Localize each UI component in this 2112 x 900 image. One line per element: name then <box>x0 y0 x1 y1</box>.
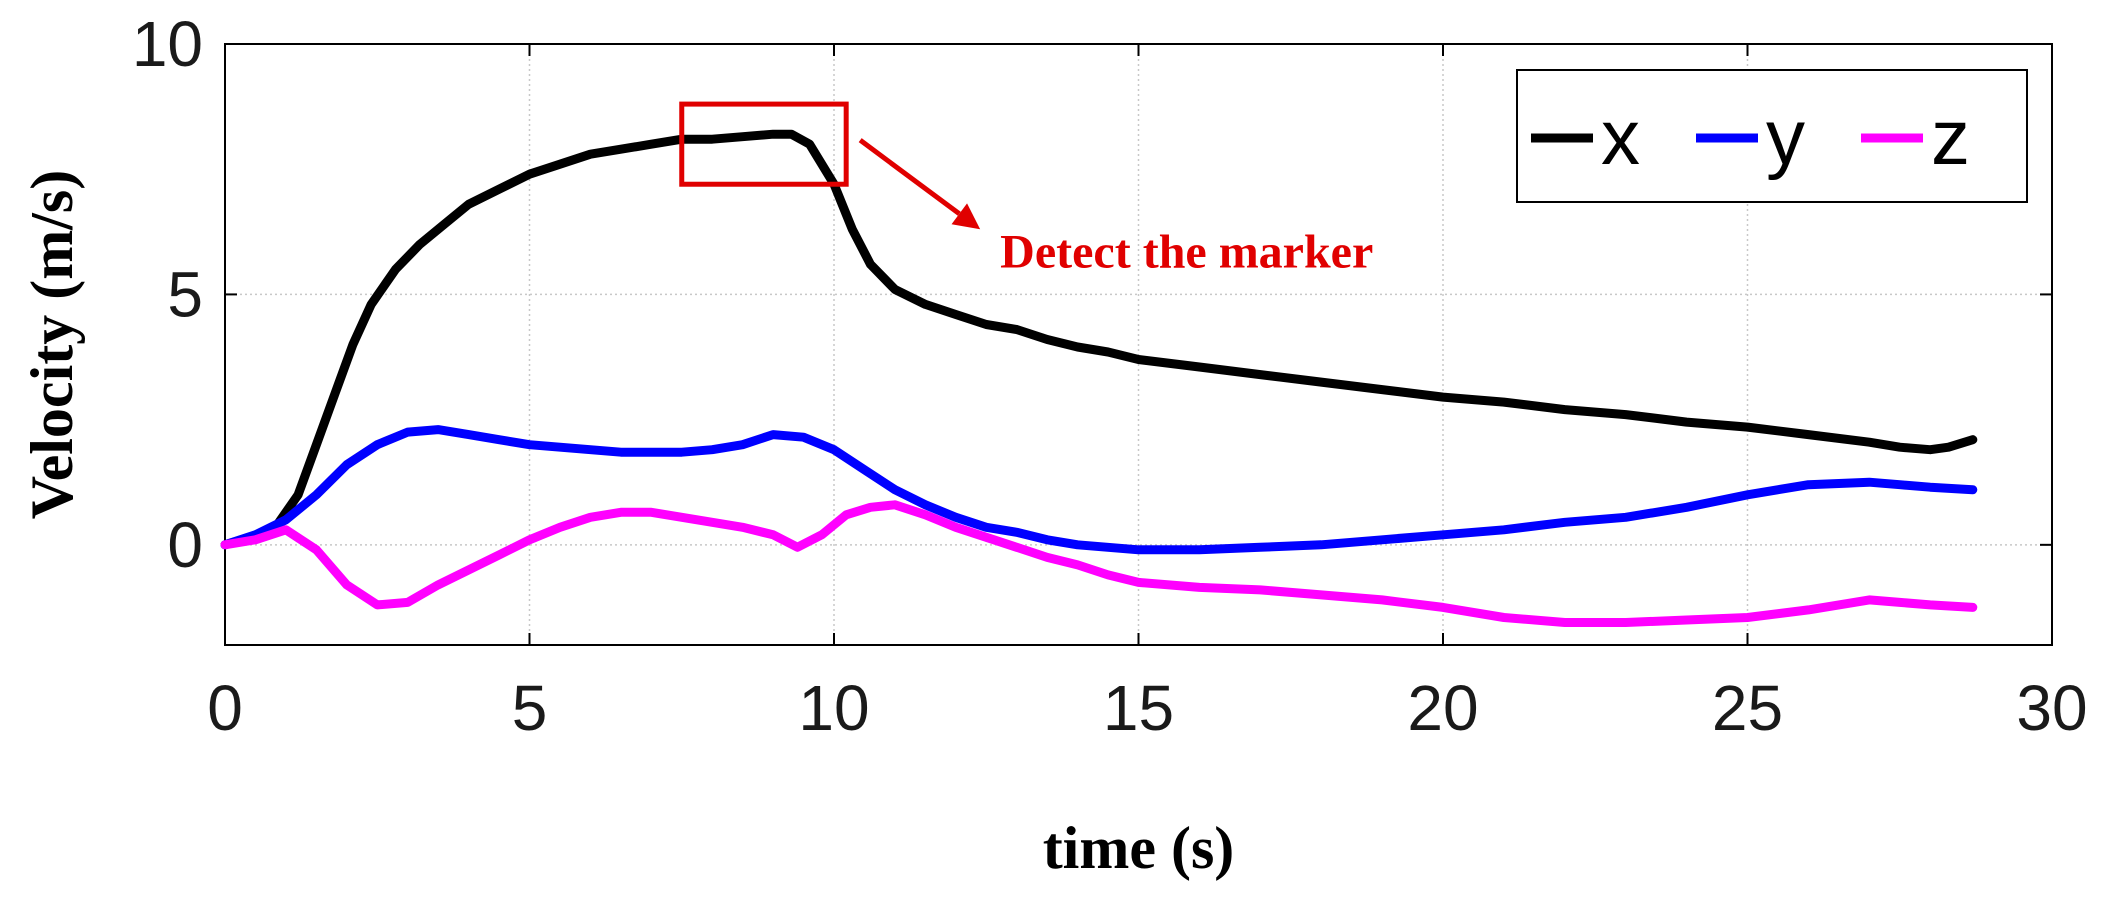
x-tick-label: 25 <box>1712 672 1783 744</box>
annotation-arrow <box>858 138 961 216</box>
annotation-text: Detect the marker <box>1000 225 1373 278</box>
axis-ticks: 0 5 10 15 20 25 30 0 5 10 <box>132 8 2088 744</box>
legend: x y z <box>1516 69 2028 203</box>
x-tick-label: 0 <box>207 672 243 744</box>
annotation-arrowhead <box>951 203 981 230</box>
y-tick-label: 5 <box>167 258 203 330</box>
x-tick-label: 5 <box>512 672 548 744</box>
x-tick-label: 30 <box>2016 672 2087 744</box>
legend-label-z: z <box>1931 93 1970 181</box>
y-tick-label: 10 <box>132 8 203 80</box>
legend-label-y: y <box>1766 93 1805 181</box>
x-tick-label: 20 <box>1407 672 1478 744</box>
series-line-z <box>220 500 1978 627</box>
y-axis-title: Velocity (m/s) <box>19 170 85 519</box>
annotation-box <box>679 101 849 187</box>
legend-label-x: x <box>1601 93 1640 181</box>
x-tick-label: 10 <box>798 672 869 744</box>
x-axis-title: time (s) <box>1043 815 1235 881</box>
legend-box <box>1516 69 2028 203</box>
x-tick-label: 15 <box>1103 672 1174 744</box>
y-tick-label: 0 <box>167 509 203 581</box>
series-line-y <box>220 425 1978 555</box>
series-lines <box>220 129 1978 627</box>
annotation: Detect the marker <box>679 101 1373 278</box>
series-line-x <box>220 129 1978 550</box>
